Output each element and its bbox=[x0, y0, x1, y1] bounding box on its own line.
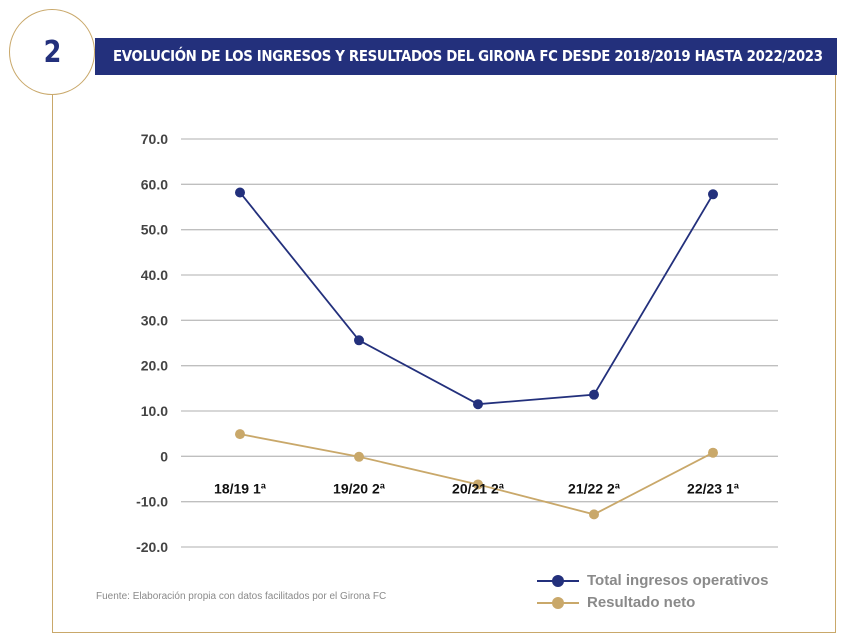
y-tick-label: 60.0 bbox=[141, 176, 168, 192]
data-point-resultado bbox=[235, 429, 245, 440]
y-tick-label: 40.0 bbox=[141, 267, 168, 283]
x-axis-categories: 18/19 1ª 19/20 2ª 20/21 2ª 21/22 2ª 22/23 1ª bbox=[214, 480, 740, 496]
data-point-ingresos bbox=[354, 335, 364, 346]
series-lines bbox=[235, 187, 718, 520]
figure-number: 2 bbox=[43, 34, 61, 70]
grid-lines bbox=[181, 138, 778, 548]
data-point-resultado bbox=[589, 509, 599, 520]
y-tick-label: 70.0 bbox=[141, 131, 168, 147]
series-line-ingresos bbox=[239, 191, 714, 406]
legend: Total ingresos operativos Resultado neto bbox=[537, 570, 797, 614]
y-tick-label: 0 bbox=[160, 448, 168, 464]
x-category-label: 18/19 1ª bbox=[214, 480, 267, 496]
data-point-ingresos bbox=[473, 399, 483, 410]
source-note: Fuente: Elaboración propia con datos fac… bbox=[96, 591, 387, 602]
data-point-resultado bbox=[473, 479, 483, 490]
x-category-label: 19/20 2ª bbox=[333, 480, 386, 496]
x-category-label: 20/21 2ª bbox=[452, 480, 505, 496]
y-tick-label: -20.0 bbox=[136, 539, 168, 555]
data-point-ingresos bbox=[235, 187, 245, 198]
y-tick-label: 20.0 bbox=[141, 358, 168, 374]
figure-number-badge: 2 bbox=[9, 9, 95, 95]
legend-label-resultado: Resultado neto bbox=[587, 594, 696, 611]
data-point-resultado bbox=[354, 451, 364, 462]
y-tick-label: 30.0 bbox=[141, 312, 168, 328]
y-tick-label: 50.0 bbox=[141, 222, 168, 238]
data-point-resultado bbox=[708, 447, 718, 458]
data-point-ingresos bbox=[589, 389, 599, 400]
legend-item-resultado: Resultado neto bbox=[537, 592, 797, 614]
x-category-label: 21/22 2ª bbox=[568, 480, 621, 496]
legend-marker-ingresos bbox=[552, 575, 564, 587]
series-line-resultado bbox=[239, 433, 714, 516]
y-axis-ticks: 70.0 60.0 50.0 40.0 30.0 20.0 10.0 0 -10.0 -20.0 bbox=[136, 131, 168, 555]
legend-marker-resultado bbox=[552, 597, 564, 609]
figure-title: EVOLUCIÓN DE LOS INGRESOS Y RESULTADOS D… bbox=[113, 47, 823, 65]
title-bar: EVOLUCIÓN DE LOS INGRESOS Y RESULTADOS D… bbox=[95, 38, 837, 75]
y-tick-label: -10.0 bbox=[136, 494, 168, 510]
legend-label-ingresos: Total ingresos operativos bbox=[587, 572, 769, 589]
x-category-label: 22/23 1ª bbox=[687, 480, 740, 496]
y-tick-label: 10.0 bbox=[141, 403, 168, 419]
legend-item-ingresos: Total ingresos operativos bbox=[537, 570, 797, 592]
data-point-ingresos bbox=[708, 189, 718, 200]
